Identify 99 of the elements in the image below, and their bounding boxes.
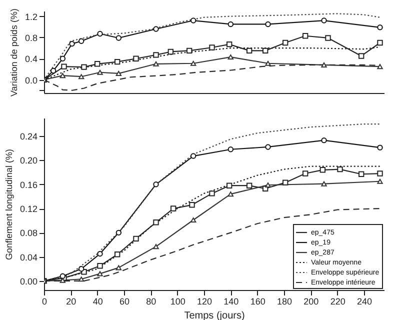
point <box>228 192 234 197</box>
point <box>114 252 120 258</box>
point <box>97 250 103 257</box>
point <box>226 182 232 188</box>
point <box>153 61 159 66</box>
point <box>282 40 288 46</box>
point <box>186 48 192 54</box>
y-tick-label: 0.12 <box>20 204 38 214</box>
y-tick-label: 0.8 <box>24 32 38 43</box>
point <box>81 64 87 70</box>
point <box>116 70 122 76</box>
point <box>265 60 271 66</box>
point <box>78 38 84 44</box>
point <box>377 170 383 176</box>
point <box>190 18 196 24</box>
y-axis-title: Gonflement longitudinal (%) <box>4 148 14 260</box>
y-tick-label: 0.0 <box>24 75 38 86</box>
point <box>209 44 215 50</box>
point <box>209 190 215 196</box>
point <box>60 73 66 78</box>
point <box>321 181 327 186</box>
point <box>153 26 159 32</box>
point <box>302 170 308 176</box>
x-tick-label: 140 <box>224 296 239 306</box>
point <box>228 146 234 152</box>
point <box>226 41 232 48</box>
point <box>190 60 196 66</box>
y-tick-label: 0.04 <box>20 252 38 262</box>
point <box>60 278 66 283</box>
point <box>153 244 159 250</box>
point <box>153 52 159 58</box>
x-tick-label: 160 <box>250 296 266 306</box>
point <box>78 276 84 282</box>
point <box>114 58 120 65</box>
x-tick-label: 220 <box>330 296 346 306</box>
x-tick-label: 60 <box>119 296 130 306</box>
point <box>97 263 103 269</box>
point <box>321 62 327 68</box>
point <box>358 171 364 177</box>
x-tick-label: 200 <box>304 296 319 306</box>
point <box>78 74 84 80</box>
point <box>170 206 176 212</box>
x-tick-label: 120 <box>196 296 212 306</box>
point <box>358 53 364 59</box>
point <box>133 56 139 62</box>
point <box>97 271 103 276</box>
x-tick-label: 40 <box>92 296 103 306</box>
point <box>116 230 122 236</box>
y-tick-label: 0.16 <box>20 180 38 190</box>
point <box>265 21 271 28</box>
point <box>97 70 103 75</box>
point <box>302 33 308 39</box>
point <box>377 24 383 30</box>
point <box>337 166 343 172</box>
y-tick-label: 1.2 <box>24 12 38 22</box>
point <box>116 265 122 270</box>
point <box>78 266 84 272</box>
point <box>116 35 122 41</box>
point <box>262 48 268 54</box>
point <box>265 144 271 150</box>
point <box>190 153 196 159</box>
y-axis-title: Variation de poids (%) <box>8 8 19 96</box>
point <box>94 61 100 67</box>
x-tick-label: 80 <box>146 296 156 306</box>
point <box>325 35 331 41</box>
point <box>246 48 252 54</box>
y-tick-label: 0.00 <box>20 276 38 286</box>
point <box>321 18 327 24</box>
y-tick-label: 0.4 <box>24 54 38 64</box>
point <box>377 40 383 46</box>
point <box>282 180 288 186</box>
point <box>168 48 174 55</box>
y-tick-label: 0.08 <box>20 228 38 238</box>
y-tick-label: 0.24 <box>20 132 38 142</box>
point <box>190 217 196 223</box>
point <box>133 236 139 242</box>
point <box>377 144 383 150</box>
point <box>153 220 159 226</box>
point <box>377 178 383 184</box>
point <box>320 167 326 173</box>
y-tick-label: 0.20 <box>20 156 38 166</box>
point <box>189 202 195 208</box>
x-tick-label: 0 <box>42 296 48 306</box>
x-tick-label: 240 <box>356 296 372 306</box>
point <box>153 182 159 188</box>
point <box>60 56 66 62</box>
point <box>69 40 75 47</box>
point <box>61 64 67 70</box>
point <box>228 21 234 28</box>
point <box>321 137 327 144</box>
point <box>97 30 103 37</box>
point <box>50 68 56 74</box>
x-tick-label: 100 <box>170 296 186 306</box>
point <box>265 182 271 188</box>
x-tick-label: 180 <box>276 296 292 306</box>
x-tick-label: 20 <box>66 296 76 306</box>
point <box>377 64 383 70</box>
point <box>246 182 252 188</box>
point <box>228 54 234 60</box>
